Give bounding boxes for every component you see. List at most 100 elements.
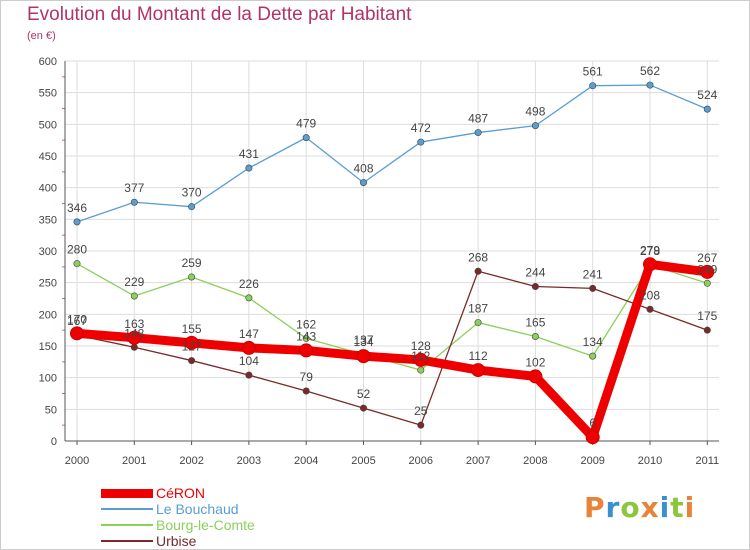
legend: CéRON Le Bouchaud Bourg-le-Comte Urbise [101,485,255,549]
data-label-0: 128 [411,339,431,353]
data-point-3 [359,404,367,412]
x-tick-label: 2001 [122,455,146,467]
chart-title: Evolution du Montant de la Dette par Hab… [27,4,412,25]
data-label-1: 370 [182,186,202,200]
data-point-0 [241,340,256,355]
data-label-2: 226 [239,277,259,291]
y-tick-label: 300 [39,246,57,258]
x-tick-label: 2008 [523,455,547,467]
data-point-0 [643,257,657,272]
y-tick-label: 350 [39,214,57,226]
data-label-1: 346 [67,201,87,215]
data-label-3: 175 [697,309,717,323]
x-tick-label: 2002 [179,455,203,467]
data-point-2 [474,319,482,327]
data-label-2: 134 [583,335,603,349]
data-label-0: 134 [353,335,373,349]
data-label-1: 498 [525,105,545,119]
data-point-0 [184,335,199,350]
data-label-2: 165 [525,316,545,330]
data-label-0: 170 [67,312,87,326]
logo-letter: i [659,491,671,524]
x-tick-label: 2009 [580,455,604,467]
data-point-2 [531,332,539,340]
data-point-0 [585,430,600,445]
data-point-1 [130,198,138,206]
y-tick-label: 450 [39,151,57,163]
data-label-0: 147 [239,327,259,341]
data-label-3: 79 [300,370,314,384]
legend-swatch [101,488,153,498]
data-label-3: 241 [583,267,603,281]
data-label-1: 561 [583,65,603,79]
data-label-3: 127 [182,340,202,354]
y-tick-label: 550 [39,88,57,100]
data-point-0 [70,326,84,341]
data-label-3: 208 [640,288,660,302]
y-tick-label: 100 [39,373,57,385]
data-point-3 [646,305,654,313]
y-tick-label: 600 [39,56,57,68]
data-label-1: 479 [296,117,316,131]
x-tick-label: 2010 [638,455,662,467]
data-point-2 [73,260,81,268]
data-label-3: 244 [525,265,545,279]
data-label-3: 104 [239,354,259,368]
data-label-0: 267 [697,251,717,265]
axis-layer: 0 50 100 150 200 250 300 350 400 450 500 550 600 2000… [39,56,719,467]
data-point-3 [188,357,196,365]
data-point-2 [703,279,711,287]
logo-letter: x [640,491,660,524]
x-tick-label: 2004 [294,455,318,467]
data-point-0 [413,352,428,367]
x-tick-label: 2007 [466,455,490,467]
data-point-3 [130,343,138,351]
logo-letter: i [684,491,696,524]
data-label-2: 229 [124,275,144,289]
data-label-3: 148 [124,326,144,340]
data-point-2 [417,366,425,374]
data-point-2 [245,294,253,302]
data-point-2 [302,334,310,342]
data-point-3 [703,326,711,334]
data-point-3 [302,387,310,395]
y-tick-label: 50 [45,404,57,416]
data-label-1: 524 [697,88,717,102]
data-label-3: 268 [468,250,488,264]
data-point-0 [127,330,142,345]
data-label-2: 162 [296,317,316,331]
data-label-1: 472 [411,121,431,135]
data-label-3: 167 [67,314,87,328]
data-label-0: 163 [124,317,144,331]
x-tick-label: 2003 [237,455,261,467]
x-tick-label: 2000 [65,455,89,467]
data-point-2 [589,352,597,360]
series-line-1 [76,84,708,223]
legend-swatch [101,524,153,526]
data-label-2: 137 [353,333,373,347]
data-point-1 [417,138,425,146]
data-point-0 [528,369,543,384]
x-tick-label: 2005 [351,455,375,467]
data-point-1 [474,129,482,137]
data-point-3 [474,267,482,275]
data-label-0: 6 [589,416,596,430]
chart-subtitle: (en €) [27,30,56,42]
y-tick-label: 150 [39,341,57,353]
legend-label: Urbise [156,533,197,549]
series-line-0 [72,259,712,442]
proxiti-logo: Proxiti [584,491,695,524]
data-label-1: 487 [468,112,488,126]
data-label-2: 249 [697,262,717,276]
data-label-0: 155 [182,322,202,336]
data-label-1: 431 [239,147,259,161]
data-label-2: 112 [411,349,430,363]
data-point-3 [589,284,597,292]
logo-letter: P [584,491,606,524]
logo-letter: o [620,491,641,524]
legend-item: Bourg-le-Comte [101,517,255,533]
data-point-3 [531,282,539,290]
data-point-1 [245,164,253,172]
